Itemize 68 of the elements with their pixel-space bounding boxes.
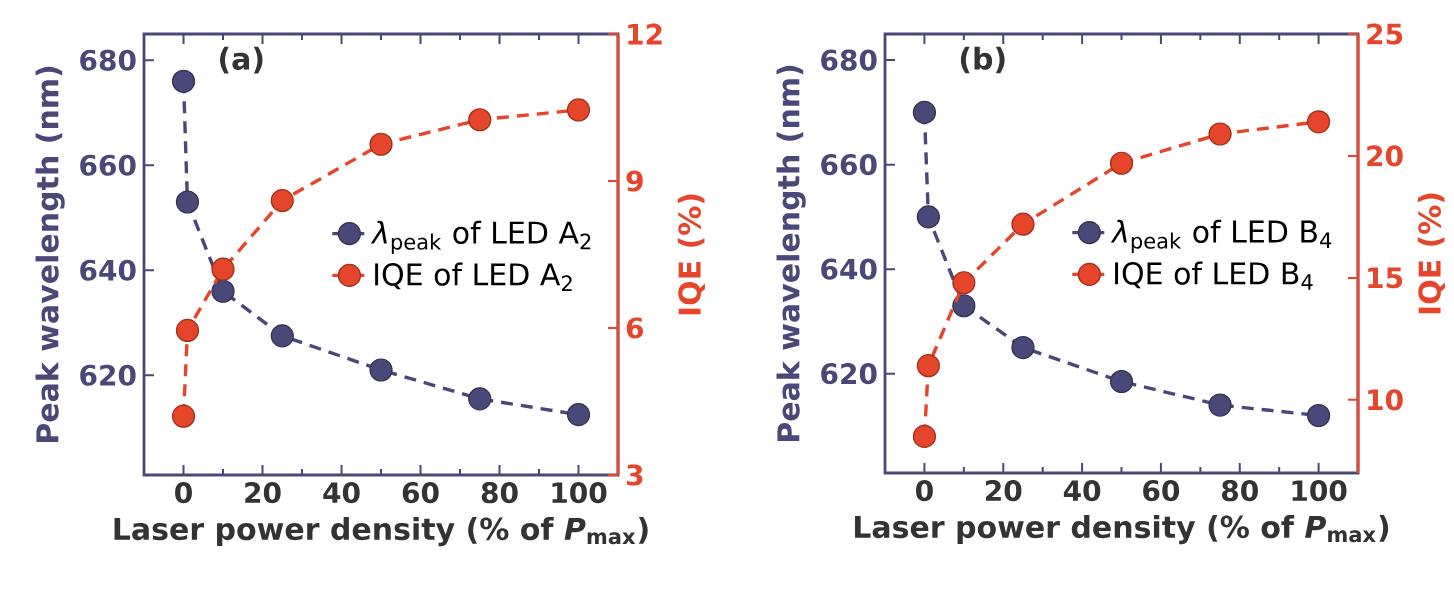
y2-tick-label: 10 [1368,389,1403,411]
y2-axis-title: IQE (%) [1417,193,1445,314]
point [270,324,294,348]
x-tick-label: 80 [481,482,518,504]
chart-title: (b) [960,46,1005,74]
point [1208,393,1232,417]
point [1109,369,1134,394]
y-tick-label: 640 [80,259,136,281]
point [175,318,200,343]
y2-axis-title: IQE (%) [677,194,705,315]
point [468,387,492,411]
y-tick-label: 620 [821,363,877,385]
point [952,294,976,318]
x-axis-title: Laser power density (% of P$_{max}$) [114,516,648,547]
point [270,188,294,213]
y2-tick-label: 3 [626,464,643,486]
point [171,404,196,428]
point [912,100,937,124]
point [211,279,235,303]
point [211,257,235,281]
point [912,424,937,448]
point [566,403,591,427]
point [566,98,591,122]
y2-tick-label: 15 [1368,267,1403,289]
y2-tick-label: 9 [626,170,643,192]
x-tick-label: 20 [986,480,1022,502]
point [952,271,976,295]
point [1306,403,1331,428]
y-tick-label: 680 [80,49,136,71]
point [175,190,200,214]
point [1109,151,1134,175]
legend-label: λ$_{peak}$ of LED A$_{2}$ [370,220,591,254]
y-tick-label: 620 [80,364,136,386]
x-tick-label: 0 [175,482,192,504]
x-tick-label: 0 [916,480,933,502]
x-tick-label: 20 [245,482,281,504]
y-tick-label: 640 [821,258,877,280]
y2-tick-label: 25 [1367,23,1403,45]
x-tick-label: 100 [552,482,607,504]
y-axis-title: Peak wavelength (nm) [35,66,65,442]
x-tick-label: 80 [1222,480,1258,502]
point [1011,335,1035,360]
y-tick-label: 660 [821,154,877,176]
x-tick-label: 60 [402,482,439,504]
x-tick-label: 60 [1143,480,1180,502]
x-tick-label: 100 [1292,480,1347,502]
legend-label: λ$_{peak}$ of LED B$_{4}$ [1110,219,1332,253]
y2-tick-label: 12 [628,23,662,45]
y2-tick-label: 6 [626,317,644,339]
point [1208,122,1232,146]
point [916,354,940,378]
point [916,205,940,229]
point [369,358,393,382]
y-tick-label: 660 [80,154,136,176]
y-tick-label: 680 [821,49,877,71]
y2-tick-label: 20 [1367,145,1403,167]
x-axis-title: Laser power density (% of P$_{max}$) [855,514,1389,545]
point [369,132,393,156]
x-tick-label: 40 [323,482,360,504]
point [171,69,196,93]
legend-label: IQE of LED A$_{2}$ [375,262,572,291]
point [1306,110,1331,134]
legend-label: IQE of LED B$_{4}$ [1115,261,1313,290]
chart-title: (a) [220,46,263,74]
point [468,108,492,132]
point [1011,212,1035,236]
x-tick-label: 40 [1063,480,1101,502]
y-axis-title: Peak wavelength (nm) [776,65,806,441]
